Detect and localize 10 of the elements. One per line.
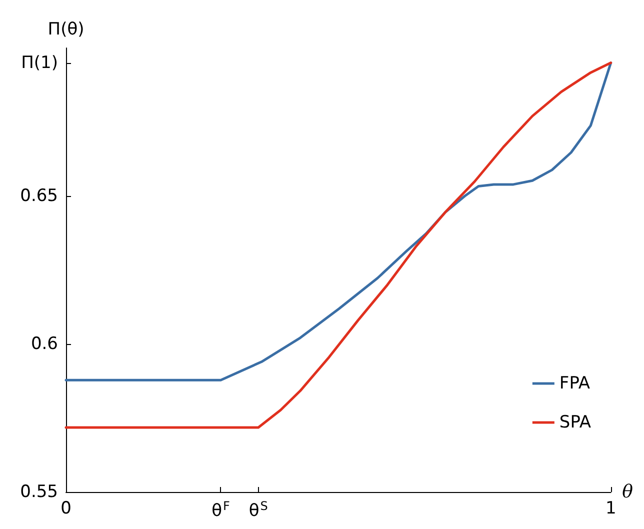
x-tick-label: 1 (605, 498, 616, 518)
y-tick-label: Π(1) (21, 52, 58, 73)
legend-label: FPA (559, 374, 590, 394)
legend-label: SPA (559, 412, 592, 432)
y-tick-label: 0.65 (20, 186, 58, 206)
y-tick-label: 0.6 (30, 334, 58, 354)
y-tick-label: 0.55 (20, 482, 58, 502)
x-tick-label: 0 (60, 498, 72, 518)
y-axis-title: Π(θ) (48, 20, 84, 40)
x-axis-title: θ (622, 482, 634, 502)
